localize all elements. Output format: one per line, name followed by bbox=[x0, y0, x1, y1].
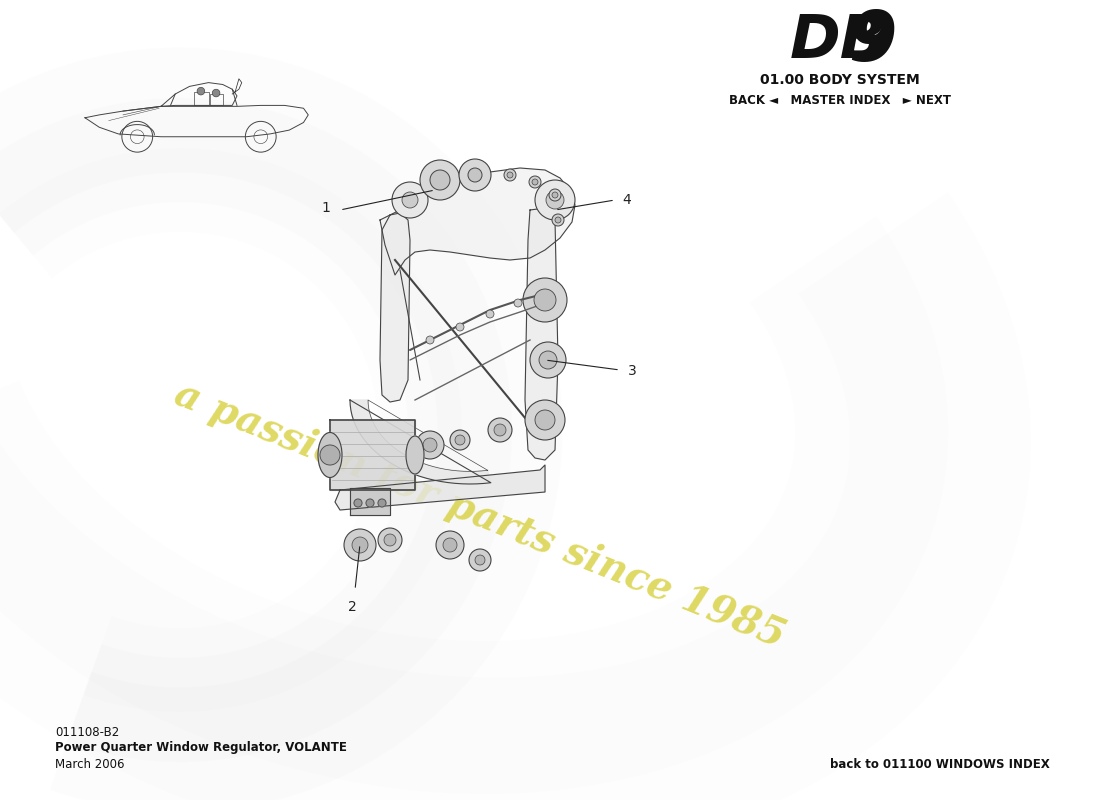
Text: 1: 1 bbox=[321, 201, 330, 215]
Text: March 2006: March 2006 bbox=[55, 758, 124, 770]
Circle shape bbox=[475, 555, 485, 565]
Circle shape bbox=[197, 87, 205, 95]
Circle shape bbox=[392, 182, 428, 218]
Circle shape bbox=[552, 192, 558, 198]
Ellipse shape bbox=[318, 433, 342, 478]
Circle shape bbox=[443, 538, 456, 552]
Polygon shape bbox=[379, 168, 575, 275]
Circle shape bbox=[514, 299, 522, 307]
Circle shape bbox=[378, 499, 386, 507]
Ellipse shape bbox=[406, 436, 424, 474]
Text: 011108-B2: 011108-B2 bbox=[55, 726, 119, 738]
Polygon shape bbox=[350, 488, 390, 515]
Polygon shape bbox=[330, 420, 415, 490]
Circle shape bbox=[525, 400, 565, 440]
Circle shape bbox=[352, 537, 368, 553]
Circle shape bbox=[534, 289, 556, 311]
Circle shape bbox=[450, 430, 470, 450]
Text: back to 011100 WINDOWS INDEX: back to 011100 WINDOWS INDEX bbox=[830, 758, 1050, 770]
Text: Power Quarter Window Regulator, VOLANTE: Power Quarter Window Regulator, VOLANTE bbox=[55, 742, 346, 754]
Circle shape bbox=[320, 445, 340, 465]
Text: BACK ◄   MASTER INDEX   ► NEXT: BACK ◄ MASTER INDEX ► NEXT bbox=[729, 94, 952, 106]
Circle shape bbox=[530, 342, 566, 378]
Circle shape bbox=[384, 534, 396, 546]
Circle shape bbox=[344, 529, 376, 561]
Circle shape bbox=[488, 418, 512, 442]
Circle shape bbox=[426, 336, 434, 344]
Circle shape bbox=[455, 435, 465, 445]
Circle shape bbox=[539, 351, 557, 369]
Text: 01.00 BODY SYSTEM: 01.00 BODY SYSTEM bbox=[760, 73, 920, 87]
Circle shape bbox=[212, 90, 220, 97]
Circle shape bbox=[354, 499, 362, 507]
Circle shape bbox=[532, 179, 538, 185]
Circle shape bbox=[556, 217, 561, 223]
Circle shape bbox=[469, 549, 491, 571]
Circle shape bbox=[420, 160, 460, 200]
Circle shape bbox=[430, 170, 450, 190]
Text: a passion for parts since 1985: a passion for parts since 1985 bbox=[169, 374, 791, 655]
Circle shape bbox=[507, 172, 513, 178]
Text: 3: 3 bbox=[628, 364, 637, 378]
Circle shape bbox=[424, 438, 437, 452]
Circle shape bbox=[522, 278, 566, 322]
Circle shape bbox=[456, 323, 464, 331]
Circle shape bbox=[378, 528, 402, 552]
Circle shape bbox=[486, 310, 494, 318]
Circle shape bbox=[494, 424, 506, 436]
Text: 4: 4 bbox=[621, 193, 630, 207]
Text: 9: 9 bbox=[848, 9, 896, 75]
Circle shape bbox=[402, 192, 418, 208]
Circle shape bbox=[535, 180, 575, 220]
Circle shape bbox=[549, 189, 561, 201]
Text: DB: DB bbox=[790, 13, 888, 71]
Polygon shape bbox=[525, 208, 558, 460]
Circle shape bbox=[552, 214, 564, 226]
Circle shape bbox=[468, 168, 482, 182]
Circle shape bbox=[546, 191, 564, 209]
Circle shape bbox=[366, 499, 374, 507]
Polygon shape bbox=[379, 213, 410, 402]
Circle shape bbox=[529, 176, 541, 188]
Circle shape bbox=[436, 531, 464, 559]
Circle shape bbox=[416, 431, 444, 459]
Text: 2: 2 bbox=[348, 600, 356, 614]
Circle shape bbox=[459, 159, 491, 191]
Polygon shape bbox=[336, 465, 544, 510]
Circle shape bbox=[504, 169, 516, 181]
Circle shape bbox=[535, 410, 556, 430]
Polygon shape bbox=[350, 400, 491, 484]
